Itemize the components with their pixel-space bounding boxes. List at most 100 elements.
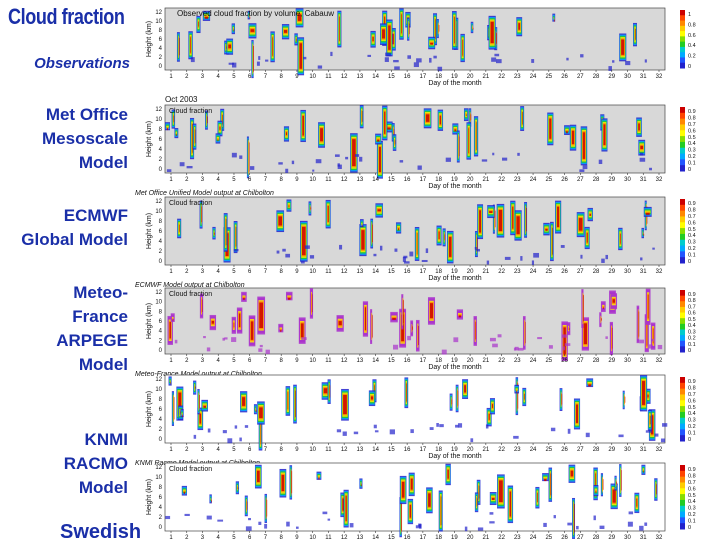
y-tick-label: 2 — [159, 249, 163, 255]
x-tick-label: 32 — [656, 535, 663, 540]
x-tick-label: 21 — [482, 269, 489, 275]
colorbar-swatch — [680, 406, 685, 413]
cloud-streak — [400, 500, 402, 534]
x-tick-label: 31 — [640, 74, 647, 80]
cloud-streak — [242, 397, 246, 406]
cloud-streak — [345, 495, 347, 521]
cloud-streak — [454, 129, 457, 132]
cloud-speck — [486, 260, 490, 265]
colorbar-tick-label: 0.8 — [688, 298, 696, 304]
cloud-speck — [416, 58, 422, 63]
cloud-streak — [557, 206, 560, 228]
x-tick-label: 21 — [482, 358, 489, 364]
colorbar-swatch — [680, 20, 685, 27]
colorbar-tick-label: 0.8 — [688, 22, 696, 28]
cloud-speck — [330, 51, 333, 57]
cloud-streak — [409, 23, 410, 35]
cloud-speck — [258, 521, 262, 525]
colorbar-tick-label: 0 — [688, 437, 691, 443]
colorbar-tick-label: 0.9 — [688, 201, 696, 207]
x-tick-label: 17 — [420, 269, 427, 275]
cloud-streak — [246, 500, 247, 512]
x-tick-label: 17 — [420, 447, 427, 453]
x-tick-label: 2 — [185, 447, 189, 453]
cloud-streak — [248, 142, 250, 172]
cloud-streak — [524, 322, 526, 344]
cloud-streak — [182, 415, 183, 418]
x-tick-label: 14 — [372, 177, 379, 183]
cloud-speck — [644, 59, 647, 63]
cloud-speck — [393, 344, 399, 350]
y-tick-label: 12 — [155, 199, 162, 205]
cloud-streak — [250, 29, 255, 32]
x-tick-label: 21 — [482, 177, 489, 183]
colorbar-swatch — [680, 400, 685, 407]
cloud-streak — [201, 205, 202, 224]
cloud-speck — [258, 348, 263, 352]
cloud-streak — [297, 14, 302, 21]
cloud-streak — [611, 326, 612, 350]
cloud-streak — [582, 291, 583, 326]
cloud-streak — [200, 204, 202, 225]
cloud-speck — [233, 248, 239, 252]
x-tick-label: 31 — [640, 269, 647, 275]
x-axis-label: Day of the month — [428, 453, 481, 460]
y-tick-label: 6 — [159, 495, 163, 501]
cloud-streak — [211, 320, 215, 324]
cloud-streak — [434, 18, 436, 40]
cloud-streak — [362, 225, 363, 228]
cloud-streak — [638, 310, 639, 338]
cloud-speck — [234, 425, 238, 429]
x-tick-label: 29 — [608, 535, 615, 540]
y-tick-label: 10 — [155, 209, 162, 215]
x-tick-label: 5 — [232, 447, 236, 453]
x-tick-label: 2 — [185, 269, 189, 275]
cloud-streak — [649, 414, 651, 426]
colorbar-tick-label: 0.4 — [688, 323, 696, 329]
cloud-speck — [415, 525, 422, 529]
y-tick-label: 0 — [159, 167, 163, 173]
y-tick-label: 6 — [159, 319, 163, 325]
x-tick-label: 30 — [624, 74, 631, 80]
cloud-speck — [265, 349, 270, 354]
colorbar-tick-label: 0.4 — [688, 141, 696, 147]
x-tick-label: 22 — [498, 358, 505, 364]
cloud-streak — [213, 231, 215, 235]
cloud-speck — [278, 162, 283, 165]
colorbar-swatch — [680, 465, 685, 472]
cloud-streak — [458, 136, 460, 157]
colorbar-swatch — [680, 124, 685, 131]
cloud-streak — [638, 311, 640, 337]
cloud-streak — [537, 492, 538, 502]
x-tick-label: 10 — [309, 535, 316, 540]
x-tick-label: 24 — [530, 74, 537, 80]
cloud-streak — [524, 319, 525, 346]
cloud-streak — [279, 328, 282, 331]
cloud-streak — [600, 315, 602, 324]
cloud-streak — [178, 36, 180, 57]
cloud-streak — [545, 228, 548, 231]
cloud-streak — [198, 21, 200, 27]
cloud-speck — [543, 522, 547, 527]
cloud-speck — [384, 57, 389, 62]
x-tick-label: 8 — [280, 177, 284, 183]
label-swedish: Swedish — [60, 521, 142, 543]
cloud-streak — [371, 313, 373, 339]
y-tick-label: 0 — [159, 437, 163, 443]
cloud-speck — [353, 431, 359, 435]
cloud-streak — [595, 473, 596, 494]
colorbar-swatch — [680, 335, 685, 342]
cloud-speck — [222, 337, 225, 341]
x-tick-label: 29 — [608, 177, 615, 183]
cloud-streak — [544, 479, 547, 482]
cloud-streak — [595, 489, 597, 492]
x-tick-label: 12 — [341, 177, 348, 183]
cloud-streak — [645, 212, 650, 215]
cloud-streak — [429, 303, 434, 319]
cloud-streak — [571, 130, 575, 145]
cloud-speck — [580, 254, 583, 259]
cloud-streak — [438, 25, 440, 32]
cloud-streak — [214, 232, 215, 235]
cloud-streak — [318, 476, 320, 479]
colorbar-swatch — [680, 423, 685, 430]
